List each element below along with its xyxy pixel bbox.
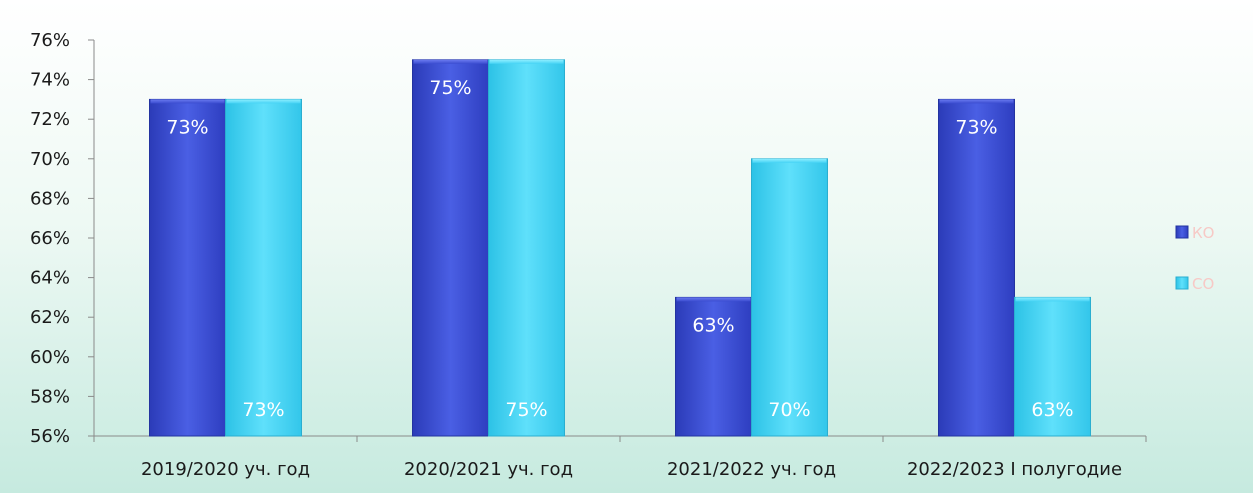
y-tick-label: 74% [30, 70, 70, 91]
bar-top-highlight [226, 99, 301, 104]
bar-ko [149, 98, 226, 437]
bar-top-highlight [676, 297, 751, 302]
y-tick-label: 66% [30, 228, 70, 249]
y-tick-label: 76% [30, 30, 70, 51]
y-tick-label: 64% [30, 268, 70, 289]
bar-so [488, 59, 565, 437]
bar-top-highlight [752, 158, 827, 163]
y-tick-label: 58% [30, 386, 70, 407]
bar-top-highlight [150, 99, 225, 104]
data-label: 73% [166, 116, 208, 138]
data-label: 75% [505, 399, 547, 421]
bar-ko [938, 98, 1015, 437]
y-tick-label: 72% [30, 109, 70, 130]
data-label: 75% [429, 77, 471, 99]
y-tick-label: 60% [30, 347, 70, 368]
x-category-label: 2019/2020 уч. год [141, 459, 310, 480]
x-category-label: 2021/2022 уч. год [667, 459, 836, 480]
data-label: 73% [242, 399, 284, 421]
bar-ko [412, 59, 489, 437]
bar-so [1014, 296, 1091, 437]
axes: 56% 58% 60% 62% 64% 66% 68% 70% 72% 74% 76% 2019/20… [30, 30, 1147, 480]
bars [149, 59, 1091, 437]
legend: КО СО [1175, 224, 1214, 293]
data-label: 63% [692, 314, 734, 336]
y-tick-label: 62% [30, 307, 70, 328]
y-tick-label: 68% [30, 188, 70, 209]
x-category-label: 2020/2021 уч. год [404, 459, 573, 480]
legend-swatch [1175, 276, 1189, 290]
data-label: 70% [768, 399, 810, 421]
bar-top-highlight [939, 99, 1014, 104]
legend-label: СО [1192, 275, 1214, 293]
x-category-label: 2022/2023 I полугодие [907, 459, 1122, 480]
data-label: 73% [955, 116, 997, 138]
y-tick-label: 56% [30, 426, 70, 447]
bar-top-highlight [1015, 297, 1090, 302]
legend-swatch [1175, 225, 1189, 239]
y-tick-label: 70% [30, 149, 70, 170]
data-label: 63% [1031, 399, 1073, 421]
bar-so [225, 98, 302, 437]
bar-top-highlight [489, 59, 564, 64]
labels: 73% 75% 63% 73% 73% 75% 70% 63% [166, 77, 1073, 421]
bar-so [751, 158, 828, 437]
bar-top-highlight [413, 59, 488, 64]
legend-label: КО [1192, 224, 1214, 242]
